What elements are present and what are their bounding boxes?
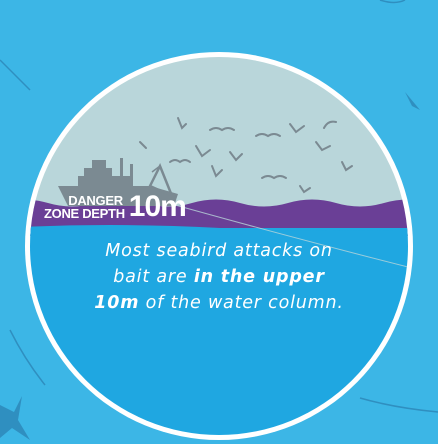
seabird-flock — [139, 117, 353, 194]
danger-depth-value: 10m — [128, 190, 187, 223]
caption-text: Most seabird attacks on bait are in the … — [88, 238, 350, 316]
caption-part1: Most seabird attacks on bait are — [105, 241, 333, 287]
danger-zone-label: DANGER ZONE DEPTH 10m — [44, 190, 187, 223]
caption-emphasis: in the upper 10m — [94, 267, 325, 313]
ship-icon — [58, 158, 178, 206]
seabird-icon — [0, 396, 30, 440]
danger-label-line2: ZONE DEPTH — [44, 206, 125, 221]
caption-part2: of the water column. — [145, 293, 344, 313]
danger-label-line1: DANGER — [68, 193, 123, 208]
